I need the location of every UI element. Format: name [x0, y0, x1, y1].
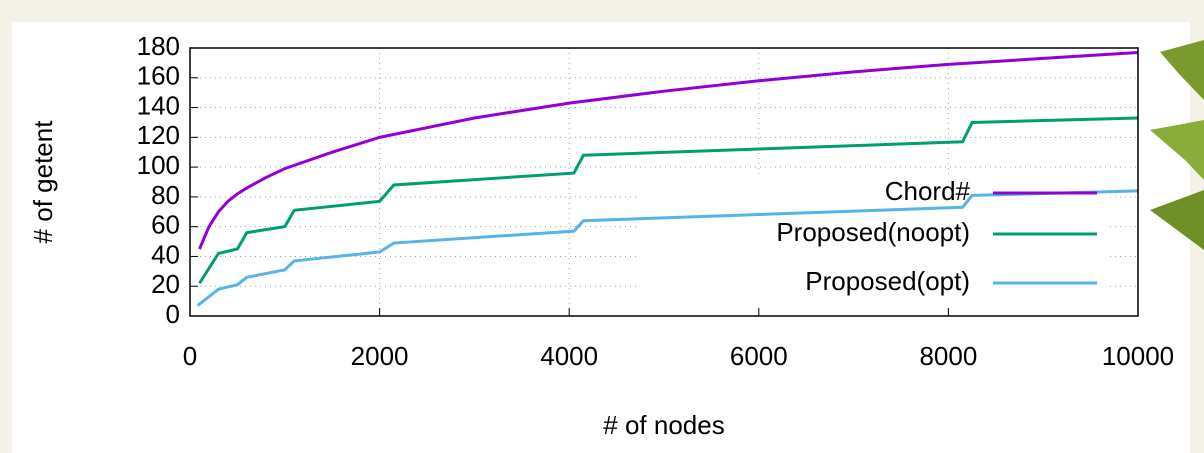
y-tick-label: 0: [166, 299, 180, 329]
y-tick-label: 100: [137, 150, 180, 180]
y-tick-label: 120: [137, 120, 180, 150]
legend-label: Proposed(noopt): [776, 217, 970, 247]
legend-label: Chord#: [885, 176, 971, 206]
y-tick-label: 160: [137, 61, 180, 91]
x-tick-label: 6000: [730, 341, 788, 371]
y-tick-label: 60: [151, 210, 180, 240]
y-tick-label: 20: [151, 269, 180, 299]
x-tick-label: 2000: [351, 341, 409, 371]
x-tick-label: 0: [183, 341, 197, 371]
y-tick-label: 180: [137, 31, 180, 61]
x-tick-label: 8000: [919, 341, 977, 371]
y-tick-label: 140: [137, 90, 180, 120]
y-tick-label: 80: [151, 180, 180, 210]
legend-label: Proposed(opt): [805, 266, 970, 296]
x-tick-label: 4000: [540, 341, 598, 371]
x-axis-label: # of nodes: [603, 410, 724, 440]
slide: # of getent # of nodes 02040608010012014…: [0, 0, 1204, 453]
y-tick-label: 40: [151, 239, 180, 269]
y-axis-label: # of getent: [28, 120, 58, 244]
x-tick-label: 10000: [1102, 341, 1174, 371]
